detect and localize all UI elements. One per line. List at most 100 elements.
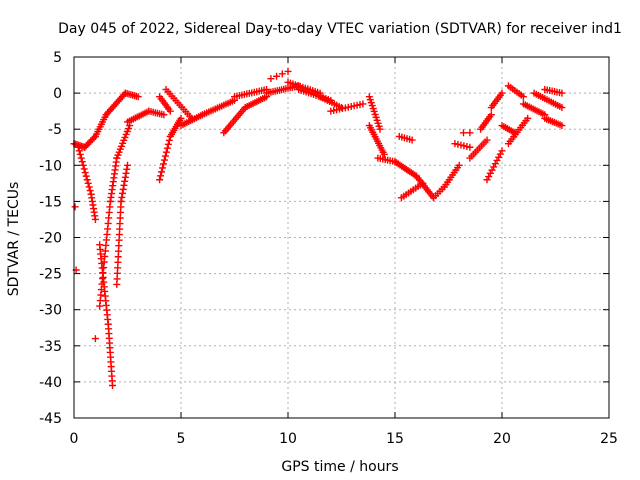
data-point <box>75 147 83 155</box>
data-point <box>459 129 467 137</box>
data-point <box>90 134 98 142</box>
data-point <box>86 187 94 195</box>
data-point <box>83 176 91 184</box>
data-point <box>123 165 131 173</box>
x-tick-label: 20 <box>493 431 511 447</box>
data-point <box>166 107 174 115</box>
data-point <box>80 165 88 173</box>
y-tick-label: -30 <box>39 303 62 319</box>
data-point <box>134 93 142 101</box>
data-point <box>158 168 166 176</box>
data-point <box>490 163 498 171</box>
chart-title: Day 045 of 2022, Sidereal Day-to-day VTE… <box>58 21 622 37</box>
data-point <box>483 136 491 144</box>
x-tick-label: 15 <box>386 431 404 447</box>
data-point <box>284 67 292 75</box>
data-point <box>120 181 128 189</box>
data-point <box>495 153 503 161</box>
y-tick-label: -35 <box>39 339 62 355</box>
data-point <box>491 160 499 168</box>
data-point <box>156 176 164 184</box>
data-point <box>85 139 93 147</box>
data-point <box>118 193 126 201</box>
data-point <box>376 125 384 133</box>
data-point <box>91 335 99 343</box>
data-point <box>87 137 95 145</box>
data-point <box>498 147 506 155</box>
data-point <box>487 111 495 119</box>
y-axis-label: SDTVAR / TECUs <box>6 182 22 297</box>
data-point <box>79 161 87 169</box>
data-point <box>84 140 92 148</box>
data-point <box>519 93 527 101</box>
data-point <box>408 136 416 144</box>
data-point <box>160 111 168 119</box>
y-tick-label: -5 <box>48 122 62 138</box>
data-point <box>558 89 566 97</box>
data-point <box>91 215 99 223</box>
data-point <box>157 172 165 180</box>
data-point <box>483 176 491 184</box>
data-point <box>160 156 168 164</box>
data-point <box>109 382 117 390</box>
data-point <box>77 154 85 162</box>
data-point <box>485 173 493 181</box>
data-point <box>82 172 90 180</box>
data-point <box>177 114 185 122</box>
data-point <box>359 100 367 108</box>
plot-area <box>70 67 566 390</box>
data-point <box>488 166 496 174</box>
data-point <box>558 122 566 130</box>
data-point <box>163 144 171 152</box>
data-point <box>78 158 86 166</box>
x-tick-label: 25 <box>600 431 618 447</box>
data-point <box>159 164 167 172</box>
data-point <box>121 177 129 185</box>
y-tick-label: -20 <box>39 231 62 247</box>
y-tick-label: -40 <box>39 375 62 391</box>
data-point <box>162 148 170 156</box>
data-point <box>71 203 79 211</box>
data-point <box>273 72 281 80</box>
data-point <box>74 143 82 151</box>
data-point <box>165 136 173 144</box>
data-point <box>119 189 127 197</box>
data-point <box>486 169 494 177</box>
data-point <box>380 150 388 158</box>
data-point <box>498 89 506 97</box>
data-point <box>117 197 125 205</box>
data-point <box>122 169 130 177</box>
data-point <box>85 183 93 191</box>
data-point <box>88 136 96 144</box>
x-tick-label: 5 <box>177 431 186 447</box>
data-point <box>455 161 463 169</box>
data-point <box>119 185 127 193</box>
data-point <box>81 143 89 151</box>
data-point <box>278 70 286 78</box>
data-point <box>558 104 566 112</box>
data-point <box>419 179 427 187</box>
data-point <box>493 156 501 164</box>
y-tick-label: 5 <box>53 50 62 66</box>
data-point <box>466 143 474 151</box>
data-point <box>81 169 89 177</box>
data-point <box>84 179 92 187</box>
x-tick-label: 10 <box>279 431 297 447</box>
data-point <box>267 75 275 83</box>
y-tick-label: -45 <box>39 411 62 427</box>
data-point <box>124 161 131 169</box>
data-point <box>524 114 532 122</box>
data-point <box>82 142 90 150</box>
data-point <box>496 150 504 158</box>
plot-frame <box>73 56 610 419</box>
x-axis-label: GPS time / hours <box>281 459 398 475</box>
data-point <box>121 173 129 181</box>
x-tick-label: 0 <box>70 431 79 447</box>
data-point <box>466 129 474 137</box>
y-tick-label: -25 <box>39 267 62 283</box>
data-point <box>164 140 172 148</box>
data-point <box>159 160 167 168</box>
data-point <box>76 150 84 158</box>
y-tick-label: 0 <box>53 86 62 102</box>
